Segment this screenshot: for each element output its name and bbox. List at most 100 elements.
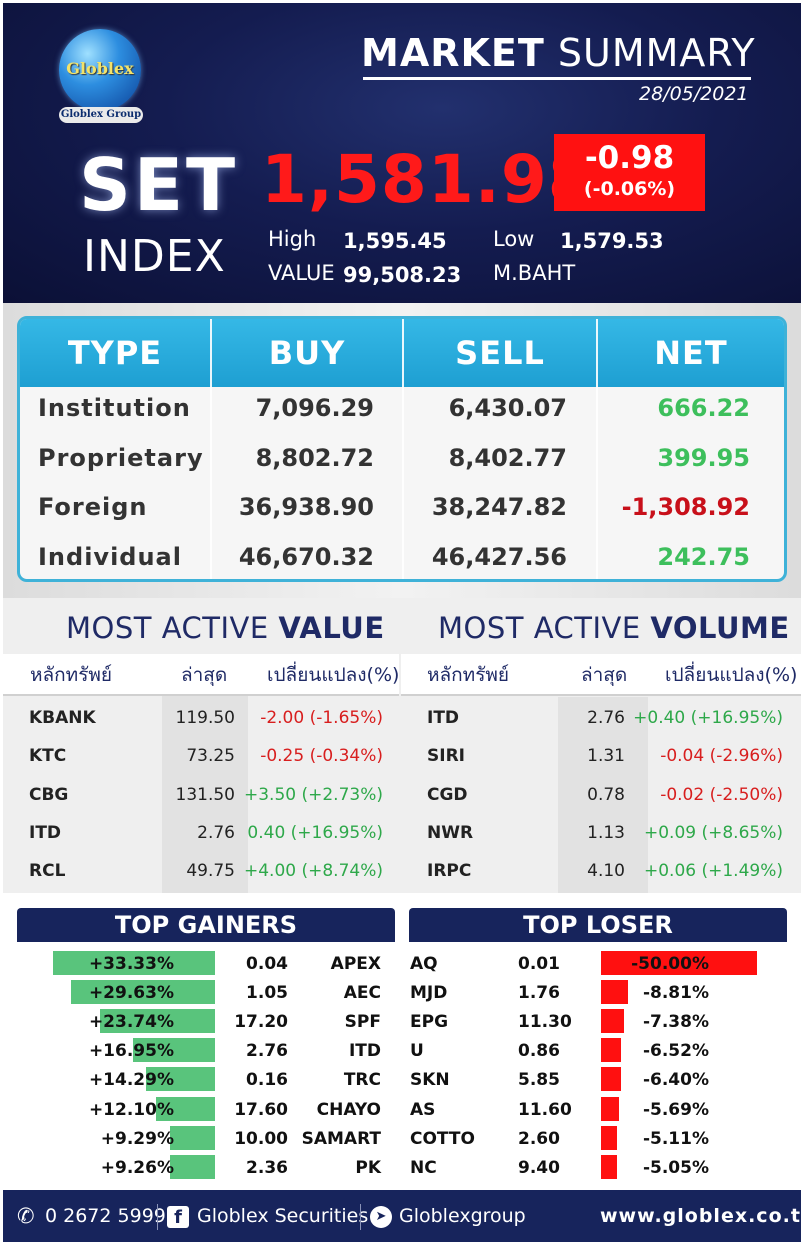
loss-bar: [601, 1096, 619, 1121]
list-item: ITD 2.76 +0.40 (+16.95%): [401, 699, 801, 737]
list-item: SKN 5.85 -6.40%: [409, 1066, 787, 1095]
header-net: NET: [654, 334, 728, 372]
buy-value: 36,938.90: [238, 493, 374, 521]
last-column-shade: [162, 697, 248, 893]
symbol: U: [410, 1041, 424, 1062]
loss-pct: -5.69%: [642, 1099, 709, 1120]
header-buy: BUY: [268, 334, 346, 372]
gain-bar: [133, 1038, 215, 1063]
buy-value: 46,670.32: [238, 543, 374, 571]
symbol: AS: [410, 1099, 436, 1120]
list-item: IRPC 4.10 +0.06 (+1.49%): [401, 852, 801, 890]
investor-type: Individual: [38, 543, 182, 571]
col-last: ล่าสุด: [581, 664, 628, 686]
col-change: เปลี่ยนแปลง(%): [665, 664, 798, 686]
list-item: KTC 73.25 -0.25 (-0.34%): [3, 737, 399, 775]
phone-number[interactable]: 0 2672 5999: [45, 1205, 166, 1227]
loss-bar: [601, 1009, 624, 1034]
symbol: EPG: [410, 1012, 449, 1033]
most-active-section-bg: [3, 598, 801, 893]
value-label: VALUE: [268, 261, 335, 285]
report-date: 28/05/2021: [639, 83, 749, 105]
list-item: MJD 1.76 -8.81%: [409, 979, 787, 1008]
price-change: +0.06 (+1.49%): [643, 861, 783, 881]
top-loser-title: TOP LOSER: [409, 908, 787, 942]
list-item: NWR 1.13 +0.09 (+8.65%): [401, 814, 801, 852]
last-price: 119.50: [175, 708, 235, 728]
title-bold: VOLUME: [650, 611, 790, 645]
loss-pct: -8.81%: [642, 983, 709, 1004]
price-change: -0.02 (-2.50%): [660, 785, 783, 805]
last-price: 131.50: [175, 785, 235, 805]
symbol: KTC: [29, 746, 67, 766]
header-banner: Globlex Globlex Group MARKET SUMMARY 28/…: [3, 3, 801, 303]
last-price: 0.16: [246, 1070, 288, 1091]
list-item: NC 9.40 -5.05%: [409, 1154, 787, 1183]
phone-icon: ✆: [17, 1204, 35, 1228]
last-price: 0.01: [518, 954, 560, 974]
high-label: High: [268, 227, 317, 251]
price-change: 0.40 (+16.95%): [247, 823, 383, 843]
symbol: NC: [410, 1157, 437, 1178]
price-change: +0.09 (+8.65%): [643, 823, 783, 843]
logo-text: Globlex: [66, 59, 134, 78]
top-gainers-title: TOP GAINERS: [17, 908, 395, 942]
list-item: COTTO 2.60 -5.11%: [409, 1125, 787, 1154]
last-column-shade: [558, 697, 648, 893]
col-change: เปลี่ยนแปลง(%): [267, 664, 400, 686]
telegram-link[interactable]: Globlexgroup: [399, 1205, 526, 1227]
last-price: 2.60: [518, 1128, 560, 1149]
gain-bar: [170, 1125, 215, 1150]
net-value: 399.95: [657, 444, 750, 472]
list-item: SIRI 1.31 -0.04 (-2.96%): [401, 737, 801, 775]
most-active-value-title: MOST ACTIVE VALUE: [66, 611, 385, 645]
facebook-link[interactable]: Globlex Securities: [197, 1205, 369, 1227]
list-item: +9.29% 10.00 SAMART: [17, 1125, 395, 1154]
list-item: +16.95% 2.76 ITD: [17, 1037, 395, 1066]
last-price: 73.25: [186, 746, 235, 766]
table-row: Individual 46,670.32 46,427.56 242.75: [20, 532, 784, 579]
investor-type: Proprietary: [38, 444, 204, 472]
last-price: 0.04: [246, 954, 288, 974]
last-price: 0.86: [518, 1041, 560, 1062]
investor-type-table: TYPE BUY SELL NET Institution 7,096.29 6…: [17, 316, 787, 582]
list-item: +23.74% 17.20 SPF: [17, 1008, 395, 1037]
gain-pct: +14.29%: [88, 1070, 174, 1091]
last-price: 2.76: [587, 708, 625, 728]
column-divider: [596, 319, 598, 579]
gain-pct: +9.29%: [100, 1128, 174, 1149]
loss-pct: -50.00%: [631, 954, 709, 974]
last-price: 17.20: [234, 1012, 288, 1033]
loss-pct: -7.38%: [642, 1012, 709, 1033]
symbol: SKN: [410, 1070, 450, 1091]
buy-value: 8,802.72: [255, 444, 374, 472]
title-light: MOST ACTIVE: [438, 611, 641, 645]
price-change: +0.40 (+16.95%): [633, 708, 783, 728]
last-price: 10.00: [234, 1128, 288, 1149]
facebook-icon: f: [167, 1206, 189, 1228]
most-active-volume-title: MOST ACTIVE VOLUME: [438, 611, 790, 645]
website-link[interactable]: www.globlex.co.th: [600, 1205, 804, 1227]
loss-pct: -6.52%: [642, 1041, 709, 1062]
symbol: AQ: [410, 954, 438, 974]
list-item: +9.26% 2.36 PK: [17, 1154, 395, 1183]
last-price: 1.13: [587, 823, 625, 843]
list-item: KBANK 119.50 -2.00 (-1.65%): [3, 699, 399, 737]
gain-pct: +12.10%: [88, 1099, 174, 1120]
last-price: 2.76: [246, 1041, 288, 1062]
list-item: +29.63% 1.05 AEC: [17, 979, 395, 1008]
investor-table-header: TYPE BUY SELL NET: [20, 319, 784, 387]
last-price: 2.36: [246, 1157, 288, 1178]
last-price: 11.30: [518, 1012, 572, 1033]
value-amount: 99,508.23: [343, 263, 462, 287]
list-item: CGD 0.78 -0.02 (-2.50%): [401, 776, 801, 814]
loss-bar: [601, 1154, 617, 1179]
gain-pct: +33.33%: [88, 954, 174, 974]
price-change: -2.00 (-1.65%): [260, 708, 383, 728]
gain-pct: +9.26%: [100, 1157, 174, 1178]
sell-value: 8,402.77: [448, 444, 567, 472]
symbol: SPF: [344, 1012, 381, 1033]
list-item: +14.29% 0.16 TRC: [17, 1066, 395, 1095]
last-price: 4.10: [587, 861, 625, 881]
last-price: 9.40: [518, 1157, 560, 1178]
